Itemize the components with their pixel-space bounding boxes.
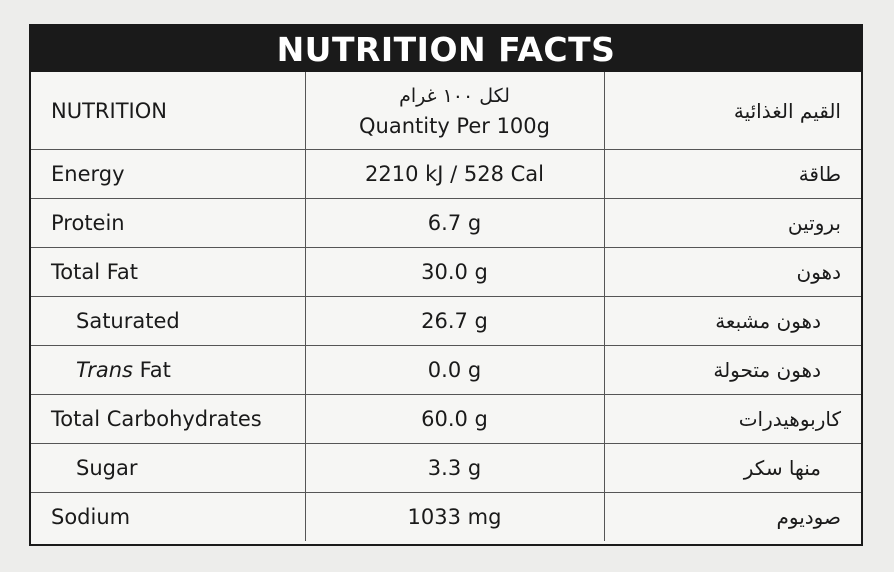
table-row: Sodium 1033 mg صوديوم [31, 492, 861, 541]
nutrient-value: 0.0 g [304, 345, 605, 395]
table-row: Energy 2210 kJ / 528 Cal طاقة [31, 149, 861, 199]
nutrition-facts-panel: NUTRITION FACTS NUTRITION لكل ١٠٠ غرام Q… [29, 24, 863, 546]
table-row: Trans Fat 0.0 g دهون متحولة [31, 345, 861, 395]
nutrient-name-arabic: دهون متحولة [603, 345, 861, 395]
table-row: Total Carbohydrates 60.0 g كاربوهيدرات [31, 394, 861, 444]
nutrient-name: Saturated [31, 296, 306, 346]
nutrient-name-arabic: دهون مشبعة [603, 296, 861, 346]
nutrient-name: Sodium [31, 492, 306, 541]
nutrient-name-arabic: منها سكر [603, 443, 861, 493]
table-row: Sugar 3.3 g منها سكر [31, 443, 861, 493]
nutrient-name-arabic: بروتين [603, 198, 861, 248]
nutrient-value: 30.0 g [304, 247, 605, 297]
nutrient-value: 2210 kJ / 528 Cal [304, 149, 605, 199]
table-row: Total Fat 30.0 g دهون [31, 247, 861, 297]
nutrient-value: 1033 mg [304, 492, 605, 541]
nutrient-value: 60.0 g [304, 394, 605, 444]
header-nutrition: NUTRITION [31, 72, 306, 150]
trans-label: Trans [76, 358, 133, 382]
nutrient-name: Protein [31, 198, 306, 248]
nutrient-name: Total Carbohydrates [31, 394, 306, 444]
nutrient-name: Trans Fat [31, 345, 306, 395]
header-quantity: لكل ١٠٠ غرام Quantity Per 100g [304, 72, 605, 150]
table-row: Saturated 26.7 g دهون مشبعة [31, 296, 861, 346]
table-header-row: NUTRITION لكل ١٠٠ غرام Quantity Per 100g… [31, 72, 861, 150]
nutrition-table: NUTRITION لكل ١٠٠ غرام Quantity Per 100g… [31, 72, 861, 541]
nutrient-name-arabic: كاربوهيدرات [603, 394, 861, 444]
header-quantity-english: Quantity Per 100g [359, 113, 550, 138]
nutrient-value: 26.7 g [304, 296, 605, 346]
nutrient-value: 3.3 g [304, 443, 605, 493]
nutrition-facts-title: NUTRITION FACTS [31, 26, 861, 72]
table-row: Protein 6.7 g بروتين [31, 198, 861, 248]
nutrient-name-arabic: دهون [603, 247, 861, 297]
header-arabic-nutrition: القيم الغذائية [603, 72, 861, 150]
nutrient-name-arabic: صوديوم [603, 492, 861, 541]
nutrient-name: Total Fat [31, 247, 306, 297]
header-quantity-arabic: لكل ١٠٠ غرام [399, 84, 510, 107]
nutrient-name: Sugar [31, 443, 306, 493]
nutrient-name: Energy [31, 149, 306, 199]
nutrient-value: 6.7 g [304, 198, 605, 248]
nutrient-name-arabic: طاقة [603, 149, 861, 199]
fat-label: Fat [132, 358, 171, 382]
